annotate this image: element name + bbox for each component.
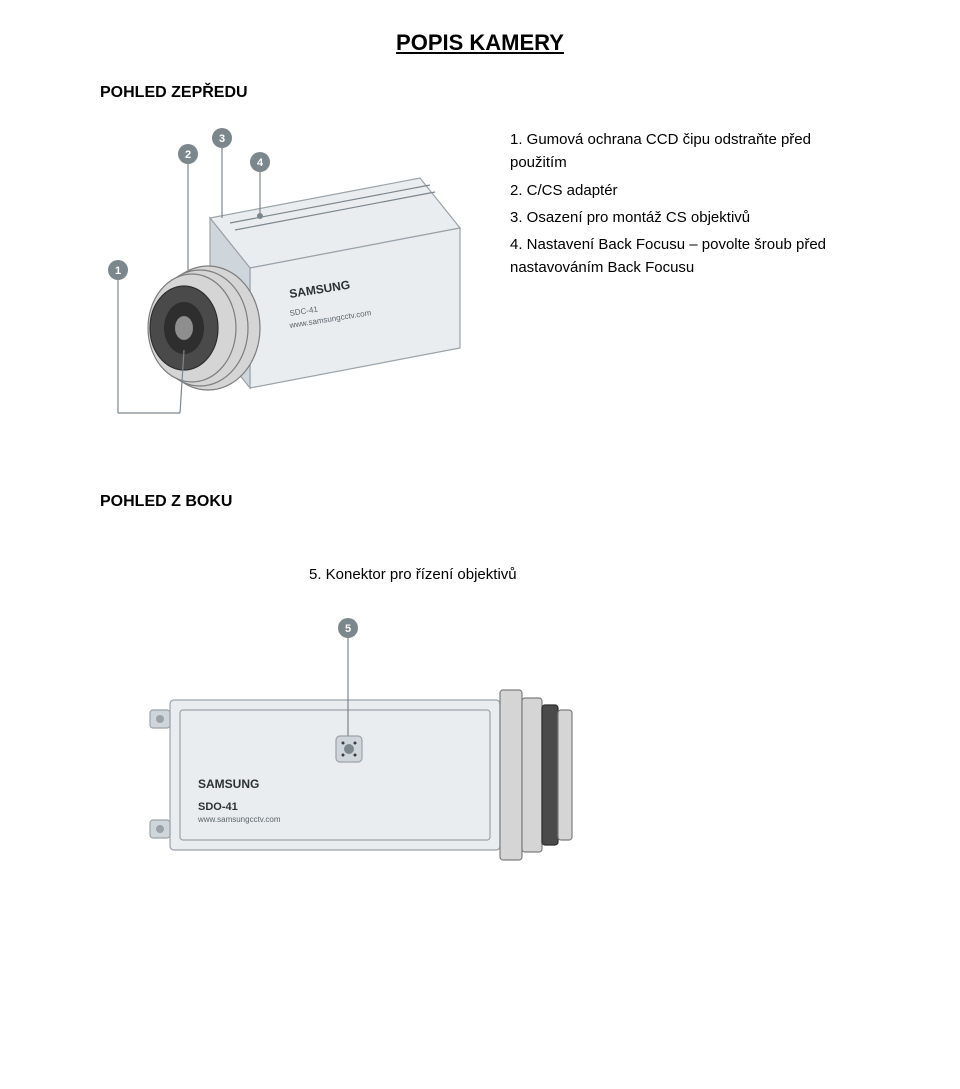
svg-text:2: 2 <box>185 149 191 161</box>
front-desc-list: 1. Gumová ochrana CCD čipu odstraňte pře… <box>510 118 860 284</box>
side-view-column: 5. Konektor pro řízení objektivů <box>100 527 860 895</box>
front-view-row: SAMSUNG SDC-41 www.samsungcctv.com 1 2 3 <box>100 118 860 453</box>
front-view-figure: SAMSUNG SDC-41 www.samsungcctv.com 1 2 3 <box>100 118 490 453</box>
front-item-4: 4. Nastavení Back Focusu – povolte šroub… <box>510 233 860 280</box>
front-item-1: 1. Gumová ochrana CCD čipu odstraňte pře… <box>510 128 860 175</box>
svg-text:3: 3 <box>219 133 225 145</box>
side-view-figure: SAMSUNG SDO-41 www.samsungcctv.com 5 <box>100 610 600 895</box>
front-item-2: 2. C/CS adaptér <box>510 179 860 202</box>
side-desc-list: 5. Konektor pro řízení objektivů <box>309 527 860 590</box>
section-front-title: POHLED ZEPŘEDU <box>100 84 860 102</box>
section-side-title: POHLED Z BOKU <box>100 493 860 511</box>
url-text-side: www.samsungcctv.com <box>197 815 281 824</box>
brand-text-side: SAMSUNG <box>198 777 259 791</box>
page-title: POPIS KAMERY <box>100 30 860 56</box>
front-item-3: 3. Osazení pro montáž CS objektivů <box>510 206 860 229</box>
svg-text:1: 1 <box>115 265 121 277</box>
svg-text:5: 5 <box>345 623 351 635</box>
camera-side-svg: SAMSUNG SDO-41 www.samsungcctv.com 5 <box>100 610 600 890</box>
side-item-5: 5. Konektor pro řízení objektivů <box>309 563 860 586</box>
svg-text:4: 4 <box>257 157 264 169</box>
camera-front-svg: SAMSUNG SDC-41 www.samsungcctv.com 1 2 3 <box>100 118 490 448</box>
model-text-side: SDO-41 <box>198 801 238 813</box>
